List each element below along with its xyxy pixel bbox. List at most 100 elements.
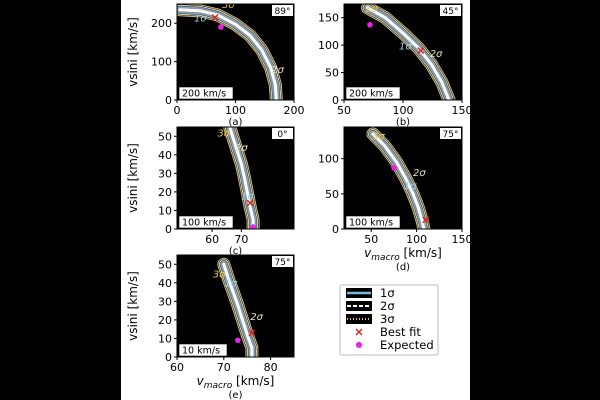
x-tick-label: 200: [284, 104, 305, 117]
y-tick-label: 20: [158, 186, 172, 199]
x-label-sub: macro: [371, 253, 400, 263]
y-tick-label: 50: [158, 258, 172, 271]
x-tick-label: 100: [406, 233, 427, 246]
angle-label: 75°: [275, 258, 291, 268]
y-tick-label: 30: [158, 167, 172, 180]
y-tick-label: 0: [332, 94, 339, 107]
y-tick-label: 0: [332, 223, 339, 236]
legend-marker-best-fit: [355, 328, 363, 336]
y-tick-label: 150: [318, 12, 339, 25]
legend-label: 2σ: [380, 299, 395, 313]
y-tick-label: 0: [165, 94, 172, 107]
contour-label: 3σ: [372, 132, 385, 143]
contour-label: 3σ: [222, 0, 235, 11]
expected-marker: [217, 23, 224, 30]
scale-label: 200 km/s: [182, 89, 226, 100]
likelihood-ridge: [371, 132, 426, 229]
expected-marker: [250, 223, 257, 229]
y-tick-label: 0: [165, 223, 172, 236]
angle-label-box: [440, 128, 461, 139]
x-tick-label: 150: [452, 233, 471, 246]
x-label-unit: [km/s]: [232, 374, 274, 388]
y-tick-label: 10: [158, 332, 172, 345]
scale-label: 100 km/s: [349, 218, 393, 229]
axes-frame: [176, 126, 295, 230]
contour-label: 2σ: [430, 49, 443, 60]
likelihood-ridge: [222, 262, 254, 357]
y-tick-label: 100: [151, 56, 172, 69]
contour-label: 1σ: [404, 181, 417, 192]
angle-label-box: [272, 128, 293, 139]
figure: 1σ 3σ 2σ 89° 200 km/s 0 100 200 0 100 200 vsini [km…: [121, 0, 470, 400]
axes-frame: [343, 126, 463, 230]
y-axis-label: vsini [km/s]: [126, 143, 140, 213]
scale-label-box: [345, 215, 401, 229]
y-tick-label: 50: [158, 130, 172, 143]
contours: 3σ 2σ 1σ: [217, 127, 260, 229]
y-tick-label: 40: [158, 149, 172, 162]
scale-label-box: [178, 86, 234, 100]
panel-caption: (d): [396, 262, 410, 273]
legend-label: 3σ: [380, 312, 395, 326]
x-label-v: v: [364, 246, 372, 260]
expected-marker: [366, 21, 373, 28]
y-tick-label: 50: [325, 188, 339, 201]
panel-caption: (a): [229, 117, 243, 128]
contour-label: 3σ: [213, 269, 226, 280]
scale-label-box: [178, 343, 228, 357]
x-tick-label: 70: [217, 361, 231, 374]
angle-label: 75°: [443, 130, 459, 140]
x-tick-label: 100: [225, 104, 246, 117]
angle-label: 45°: [443, 7, 459, 17]
x-axis-label: vmacro [km/s]: [364, 246, 442, 263]
scale-label: 10 km/s: [182, 346, 220, 357]
contour-label: 1σ: [241, 191, 254, 202]
contour-label: 2σ: [413, 168, 426, 179]
contour-label: 1σ: [399, 42, 412, 53]
angle-label: 0°: [277, 130, 287, 140]
best-fit-marker: [246, 199, 254, 207]
x-label-sub: macro: [204, 381, 233, 391]
legend-label: Expected: [380, 338, 434, 352]
y-tick-label: 0: [165, 351, 172, 364]
legend-label: 1σ: [380, 286, 395, 300]
x-tick-label: 150: [452, 104, 471, 117]
panel-caption: (e): [229, 390, 243, 400]
x-tick-label: 80: [264, 361, 278, 374]
y-tick-label: 40: [158, 277, 172, 290]
likelihood-ridge: [228, 127, 255, 229]
y-tick-label: 10: [158, 204, 172, 217]
x-tick-label: 100: [393, 104, 414, 117]
contour-label: 1σ: [194, 13, 207, 24]
contours: 1σ 3σ 2σ: [177, 0, 285, 100]
angle-label-box: [272, 5, 293, 16]
y-tick-label: 30: [158, 295, 172, 308]
y-tick-label: 100: [318, 153, 339, 166]
contour-label: 1σ: [224, 279, 237, 290]
x-tick-label: 0: [174, 104, 181, 117]
scale-label-box: [345, 86, 401, 100]
contour-label: 2σ: [250, 312, 263, 323]
y-tick-label: 50: [325, 67, 339, 80]
scale-label: 200 km/s: [349, 89, 393, 100]
scale-label-box: [178, 215, 234, 229]
y-axis-label: vsini [km/s]: [126, 17, 140, 87]
x-tick-label: 60: [170, 361, 184, 374]
expected-marker: [390, 164, 397, 171]
y-tick-label: 100: [318, 39, 339, 52]
panel-c: 3σ 2σ 1σ 0° 100 km/s 60 70 0 10 20 30 40 50 vsini [km…: [126, 126, 295, 257]
angle-label-box: [440, 5, 461, 16]
best-fit-marker: [211, 13, 219, 21]
contour-label: 2σ: [271, 65, 284, 76]
contour-label: 2σ: [235, 143, 248, 154]
x-axis-label: vmacro [km/s]: [197, 374, 275, 391]
panel-caption: (c): [229, 246, 242, 257]
y-tick-label: 200: [151, 17, 172, 30]
